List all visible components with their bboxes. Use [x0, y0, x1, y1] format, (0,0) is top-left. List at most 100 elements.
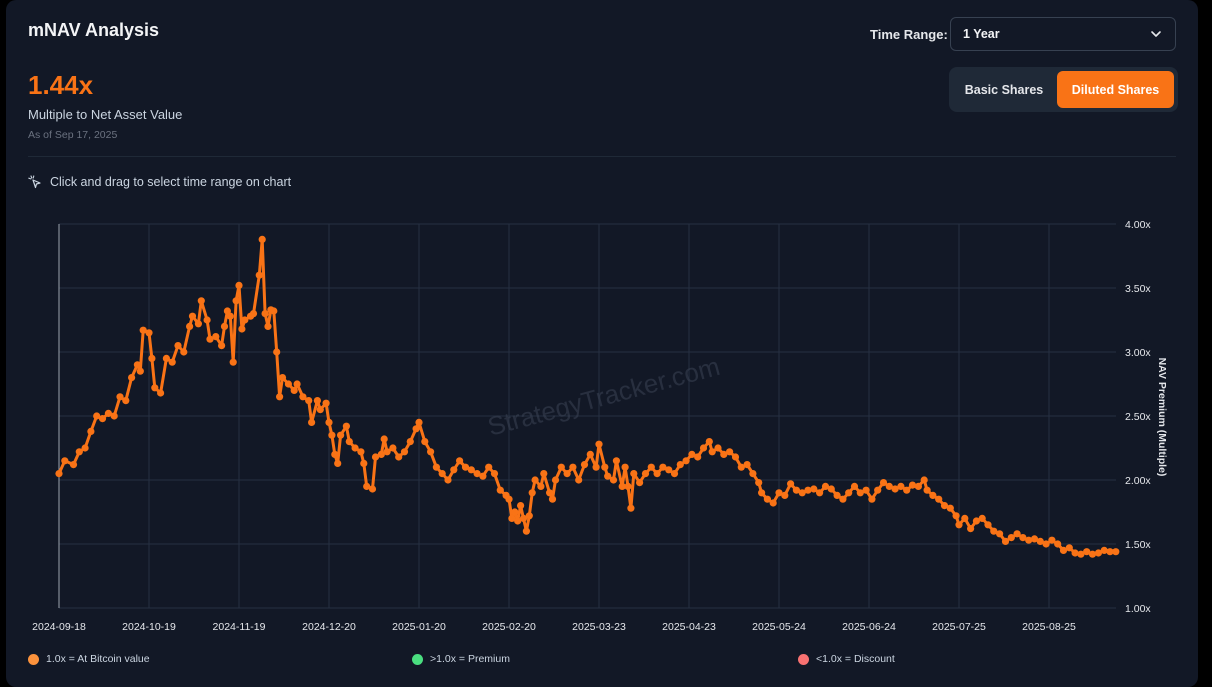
- data-point[interactable]: [682, 457, 690, 465]
- data-point[interactable]: [914, 482, 923, 490]
- data-point[interactable]: [816, 489, 824, 497]
- data-point[interactable]: [473, 470, 481, 478]
- data-point[interactable]: [1100, 546, 1108, 554]
- data-point[interactable]: [496, 486, 504, 494]
- data-point[interactable]: [180, 348, 188, 356]
- data-point[interactable]: [540, 470, 548, 478]
- data-point[interactable]: [490, 470, 499, 478]
- data-point[interactable]: [238, 325, 246, 333]
- data-point[interactable]: [514, 517, 522, 525]
- data-point[interactable]: [450, 466, 458, 474]
- data-point[interactable]: [258, 235, 266, 243]
- data-point[interactable]: [575, 476, 583, 484]
- data-point[interactable]: [380, 435, 388, 443]
- data-point[interactable]: [299, 393, 307, 401]
- basic-shares-button[interactable]: Basic Shares: [964, 82, 1044, 97]
- data-point[interactable]: [308, 418, 316, 426]
- data-point[interactable]: [284, 380, 292, 388]
- data-point[interactable]: [714, 444, 722, 452]
- data-point[interactable]: [612, 457, 621, 465]
- data-point[interactable]: [670, 470, 679, 478]
- data-point[interactable]: [87, 427, 95, 435]
- data-point[interactable]: [522, 527, 531, 535]
- data-point[interactable]: [1036, 537, 1044, 545]
- data-point[interactable]: [699, 444, 708, 452]
- data-point[interactable]: [856, 489, 864, 497]
- data-point[interactable]: [618, 482, 626, 490]
- data-point[interactable]: [1054, 540, 1062, 548]
- data-point[interactable]: [206, 335, 214, 343]
- data-point[interactable]: [313, 397, 321, 405]
- data-point[interactable]: [897, 482, 905, 490]
- data-point[interactable]: [737, 463, 745, 471]
- data-point[interactable]: [357, 448, 365, 456]
- data-point[interactable]: [412, 425, 420, 433]
- data-point[interactable]: [290, 386, 298, 394]
- data-point[interactable]: [592, 463, 600, 471]
- data-point[interactable]: [731, 453, 740, 461]
- data-point[interactable]: [929, 491, 937, 499]
- data-point[interactable]: [511, 508, 519, 516]
- data-point[interactable]: [351, 444, 359, 452]
- data-point[interactable]: [194, 320, 202, 328]
- data-point[interactable]: [891, 485, 899, 493]
- data-point[interactable]: [961, 514, 969, 522]
- data-point[interactable]: [241, 316, 249, 324]
- data-point[interactable]: [601, 463, 609, 471]
- data-point[interactable]: [305, 397, 313, 405]
- data-point[interactable]: [342, 422, 350, 430]
- mnav-chart[interactable]: StrategyTracker.com 1.00x 1.50x 2.00x 2.50x…: [6, 205, 1198, 640]
- data-point[interactable]: [647, 463, 655, 471]
- data-point[interactable]: [935, 495, 943, 503]
- data-point[interactable]: [81, 444, 89, 452]
- diluted-shares-button[interactable]: Diluted Shares: [1057, 71, 1174, 108]
- data-point[interactable]: [792, 486, 801, 494]
- data-point[interactable]: [133, 361, 141, 369]
- data-point[interactable]: [427, 448, 435, 456]
- data-point[interactable]: [557, 463, 565, 471]
- data-point[interactable]: [850, 482, 859, 490]
- data-point[interactable]: [595, 440, 603, 448]
- data-point[interactable]: [226, 312, 234, 320]
- data-point[interactable]: [461, 463, 470, 471]
- data-point[interactable]: [255, 271, 263, 279]
- data-point[interactable]: [508, 514, 516, 522]
- data-point[interactable]: [879, 479, 888, 487]
- data-point[interactable]: [485, 463, 493, 471]
- data-point[interactable]: [1025, 536, 1033, 544]
- data-point[interactable]: [162, 354, 170, 362]
- data-point[interactable]: [624, 482, 632, 490]
- data-point[interactable]: [862, 486, 870, 494]
- data-point[interactable]: [174, 342, 182, 350]
- data-point[interactable]: [972, 517, 981, 525]
- data-point[interactable]: [261, 310, 269, 318]
- data-point[interactable]: [188, 312, 197, 320]
- data-point[interactable]: [517, 502, 525, 510]
- data-point[interactable]: [827, 485, 835, 493]
- data-point[interactable]: [421, 438, 429, 446]
- data-point[interactable]: [627, 504, 635, 512]
- data-point[interactable]: [763, 495, 772, 503]
- data-point[interactable]: [377, 450, 385, 458]
- data-point[interactable]: [151, 384, 159, 392]
- data-point[interactable]: [331, 450, 339, 458]
- data-point[interactable]: [363, 482, 371, 490]
- data-point[interactable]: [229, 358, 237, 366]
- data-point[interactable]: [345, 438, 353, 446]
- data-point[interactable]: [505, 495, 513, 503]
- data-point[interactable]: [821, 482, 830, 490]
- data-point[interactable]: [519, 514, 528, 522]
- data-point[interactable]: [328, 431, 336, 439]
- data-point[interactable]: [984, 521, 992, 529]
- data-point[interactable]: [334, 459, 342, 467]
- data-point[interactable]: [978, 514, 986, 522]
- data-point[interactable]: [990, 527, 998, 535]
- data-point[interactable]: [136, 367, 144, 375]
- data-point[interactable]: [1106, 548, 1114, 556]
- data-point[interactable]: [264, 322, 272, 330]
- data-point[interactable]: [874, 486, 882, 494]
- data-point[interactable]: [923, 486, 931, 494]
- data-point[interactable]: [1083, 548, 1091, 556]
- data-point[interactable]: [636, 479, 644, 487]
- data-point[interactable]: [531, 476, 539, 484]
